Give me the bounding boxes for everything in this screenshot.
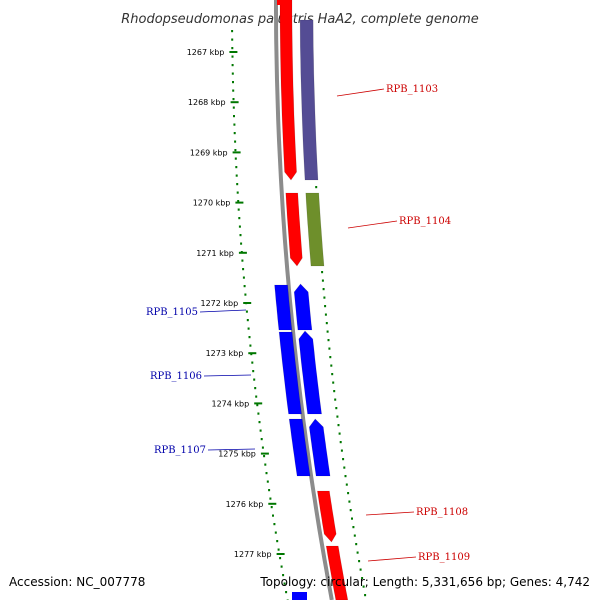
ruler-tick-label: 1276 kbp	[226, 500, 264, 509]
map-title: Rhodopseudomonas palustris HaA2, complet…	[121, 12, 479, 27]
gene-label-leader	[203, 374, 252, 377]
ruler-tick	[243, 302, 252, 304]
neighbor-gene-bottom	[292, 592, 307, 600]
gene-RPB_1105-cog[interactable]	[274, 284, 293, 331]
ruler-tick-label: 1267 kbp	[187, 48, 225, 57]
ruler-tick-label: 1271 kbp	[196, 249, 234, 258]
gene-label-leader	[365, 511, 415, 516]
gene-label-leader	[367, 556, 417, 562]
accession-text: Accession: NC_007778	[9, 575, 146, 589]
gene-label[interactable]: RPB_1109	[418, 552, 470, 563]
gene-RPB_1109-cds[interactable]	[325, 545, 349, 600]
gene-RPB_1107-cog[interactable]	[288, 418, 311, 477]
gene-track	[274, 0, 349, 600]
ruler-tick-label: 1268 kbp	[188, 98, 226, 107]
gene-label-leader	[347, 220, 398, 229]
gene-label-leader	[207, 448, 256, 451]
gene-label-leader	[336, 88, 385, 97]
ruler-tick-label: 1272 kbp	[200, 299, 238, 308]
gene-RPB_1108-cds[interactable]	[317, 490, 337, 543]
gene-label[interactable]: RPB_1106	[150, 371, 202, 382]
ruler-tick	[230, 101, 239, 104]
ruler: 1267 kbp 1268 kbp 1269 kbp 1270 kbp 1271 kbp…	[187, 30, 367, 600]
gene-RPB_1106-cds[interactable]	[298, 330, 322, 415]
ruler-tick	[260, 452, 269, 455]
neighbor-gene-top	[277, 0, 291, 5]
ruler-tick	[254, 402, 263, 405]
gene-RPB_1106-cog[interactable]	[278, 331, 302, 415]
gene-label[interactable]: RPB_1103	[386, 84, 438, 95]
gene-RPB_1104-cds[interactable]	[285, 192, 303, 267]
ruler-tick	[276, 553, 285, 555]
gene-RPB_1105-cds[interactable]	[293, 283, 313, 331]
gene-RPB_1107-cds[interactable]	[308, 418, 331, 477]
gene-RPB_1103-cds[interactable]	[279, 0, 297, 181]
topology-text: Topology: circular; Length: 5,331,656 bp…	[260, 575, 590, 589]
ruler-tick-label: 1277 kbp	[234, 550, 272, 559]
gene-label[interactable]: RPB_1104	[399, 216, 451, 227]
ruler-tick-label: 1275 kbp	[218, 450, 256, 459]
ruler-tick	[268, 502, 277, 505]
ruler-tick-label: 1273 kbp	[206, 349, 244, 358]
gene-label[interactable]: RPB_1105	[146, 307, 198, 318]
gene-RPB_1104-cog[interactable]	[305, 192, 325, 267]
genome-backbone	[274, 0, 334, 600]
ruler-tick	[232, 151, 241, 154]
ruler-tick	[229, 51, 238, 53]
gene-label[interactable]: RPB_1108	[416, 507, 468, 518]
gene-label[interactable]: RPB_1107	[154, 445, 206, 456]
gene-label-leader	[199, 309, 247, 313]
ruler-tick	[235, 201, 244, 204]
ruler-tick-label: 1274 kbp	[211, 399, 249, 408]
ruler-tick-label: 1269 kbp	[190, 148, 228, 157]
ruler-tick	[238, 251, 247, 254]
gene-RPB_1103-cog[interactable]	[299, 19, 319, 181]
backbone-track	[274, 0, 334, 600]
ruler-tick	[248, 352, 257, 355]
ruler-tick-label: 1270 kbp	[193, 199, 231, 208]
gene-labels: RPB_1103 RPB_1104 RPB_1105 RPB_1106 RPB_1107…	[146, 84, 470, 563]
